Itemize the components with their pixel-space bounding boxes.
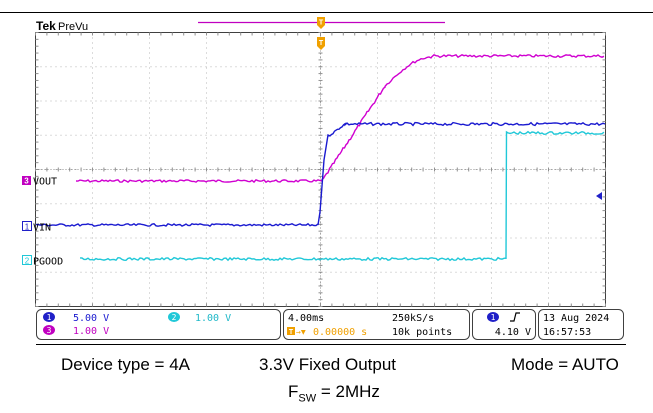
mode-caption: Mode = AUTO [511,355,619,374]
channel-2-number: 2 [25,257,30,266]
sample-rate-value: 250kS/s [392,313,434,324]
ch1-scale-value: 5.00 V [73,313,109,324]
trigger-position-icon: T →▼ [287,327,306,337]
trigger-position-value[interactable]: 0.00000 s [313,327,367,338]
ch1-scale-badge[interactable] [43,312,55,322]
status-bar: 1 5.00 V 2 1.00 V 3 1.00 V 4.00ms 250kS/… [36,309,624,340]
channel-3-number: 3 [24,177,29,186]
date-value: 13 Aug 2024 [543,313,609,324]
record-length-value: 10k points [392,327,452,338]
ch3-scale-badge[interactable] [43,325,55,335]
trigger-source-badge[interactable] [487,312,499,322]
channel-1-label: VIN [33,223,51,234]
ch1-badge-number: 1 [47,313,52,322]
ch3-badge-number: 3 [47,326,52,335]
ch3-scale-value: 1.00 V [73,326,109,337]
trigger-level-value[interactable]: 4.10 V [495,327,531,338]
ch2-scale-value: 1.00 V [195,313,231,324]
trigger-marker-label: T [319,20,324,27]
ch2-scale-badge[interactable] [168,312,180,322]
channel-3-marker[interactable]: 3 VOUT [22,176,57,188]
trigger-source-number: 1 [491,313,496,322]
channel-2-label: PGOOD [33,257,63,268]
timebase-value[interactable]: 4.00ms [288,313,324,324]
vout-trace [75,53,605,184]
channel-2-marker[interactable]: 2 PGOOD [22,255,64,268]
trigger-position-marker[interactable]: T T [317,17,325,50]
datetime-box [538,309,624,340]
channel-1-marker[interactable]: 1 VIN [22,221,52,234]
svg-text:→▼: →▼ [296,328,306,337]
prevu-label: PreVu [58,21,88,33]
channel-scale-box [36,309,281,340]
device-type-caption: Device type = 4A [61,355,190,374]
pgood-trace [79,130,605,262]
vin-trace [36,121,606,227]
ch2-badge-number: 2 [172,313,177,322]
brand-label: Tek [36,19,56,33]
fsw-prefix: F [288,382,299,401]
trigger-level-arrow[interactable] [596,192,602,200]
rising-edge-icon [510,312,520,322]
fsw-caption: FSW = 2MHz [288,382,380,404]
svg-text:T: T [289,329,294,336]
time-value: 16:57:53 [543,327,591,338]
output-caption: 3.3V Fixed Output [259,355,397,374]
timebase-box [283,309,470,340]
channel-3-label: VOUT [33,177,57,188]
fsw-value: = 2MHz [316,382,380,401]
channel-1-number: 1 [25,223,30,232]
fsw-subscript: SW [298,392,317,405]
trigger-marker-label-2: T [319,40,324,47]
